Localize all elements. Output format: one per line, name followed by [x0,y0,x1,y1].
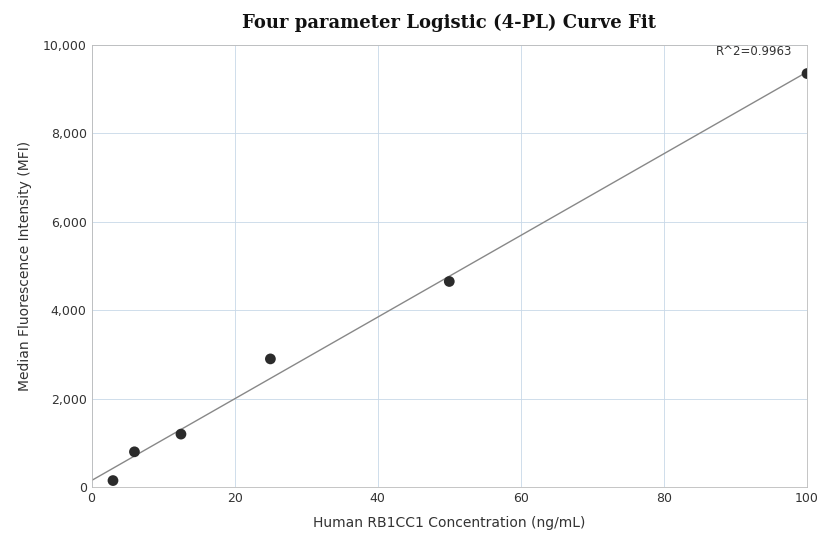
Point [106,476,120,485]
Text: R^2=0.9963: R^2=0.9963 [716,45,793,58]
Point [800,69,814,78]
Point [128,447,141,456]
X-axis label: Human RB1CC1 Concentration (ng/mL): Human RB1CC1 Concentration (ng/mL) [313,516,586,530]
Point [264,354,277,363]
Title: Four parameter Logistic (4-PL) Curve Fit: Four parameter Logistic (4-PL) Curve Fit [242,14,656,32]
Point [443,277,456,286]
Y-axis label: Median Fluorescence Intensity (MFI): Median Fluorescence Intensity (MFI) [17,141,32,391]
Point [175,430,188,438]
